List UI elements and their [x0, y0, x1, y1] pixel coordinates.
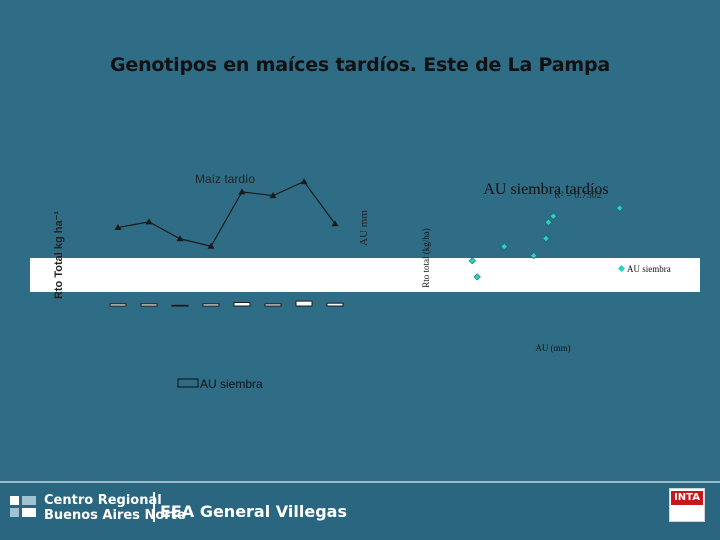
inta-logo: INTA — [669, 488, 705, 522]
chart2-ylabel: Rto total (kg/ha) — [421, 228, 431, 288]
chart1-line-point-2 — [176, 235, 184, 242]
chart2-title: AU siembra tardíos — [483, 181, 608, 198]
chart1-legend-label: AU siembra — [200, 377, 263, 391]
chart1-bar-5 — [264, 303, 282, 307]
chart1-line-point-3 — [207, 242, 215, 249]
footer-divider-line — [0, 481, 720, 483]
chart1-line-series — [114, 178, 339, 249]
chart2-point-3 — [530, 252, 538, 260]
chart1-y2label: AU mm — [358, 210, 370, 246]
chart1-legend: AU siembra — [177, 377, 263, 391]
chart1-bar-4 — [233, 302, 251, 307]
chart1-bar-6 — [295, 300, 313, 307]
chart2-point-6 — [549, 212, 557, 220]
chart1-bar-3 — [202, 303, 220, 307]
chart2-point-0 — [468, 257, 476, 265]
chart2-point-2 — [500, 242, 508, 251]
chart2-legend: AU siembra — [617, 264, 671, 274]
chart2-legend-label: AU siembra — [627, 264, 671, 274]
chart1-line-point-6 — [300, 178, 308, 185]
inta-logo-text: INTA — [671, 491, 703, 505]
chart1-ylabel: Rto Total kg ha⁻¹ — [53, 211, 65, 299]
chart2-annotation: R² = 0.7502 — [554, 190, 602, 201]
white-band — [30, 258, 700, 292]
chart2-xlabel: AU (mm) — [535, 343, 570, 353]
chart2-point-4 — [542, 234, 550, 243]
slide-title: Genotipos en maíces tardíos. Este de La … — [109, 54, 611, 76]
chart1-bar-0 — [109, 303, 127, 307]
chart1-line-path — [117, 180, 336, 247]
footer-separator — [153, 492, 155, 522]
footer — [0, 483, 720, 540]
chart1-line-point-4 — [238, 188, 246, 195]
footer-org-line1: Centro Regional — [44, 493, 162, 508]
footer-org: Centro Regional Buenos Aires Norte — [44, 493, 186, 523]
chart1-title: Maíz tardío — [195, 172, 255, 186]
chart1-line-point-5 — [269, 192, 277, 199]
chart1-legend-swatch — [177, 378, 199, 388]
chart1-bar-1 — [140, 303, 158, 307]
org-logo-icon — [10, 496, 36, 517]
chart2-scatter-series — [468, 204, 624, 281]
chart1-bar-series — [109, 300, 344, 307]
footer-unit-name: EEA General Villegas — [160, 502, 347, 521]
chart2-legend-marker — [617, 264, 626, 273]
chart1-line-point-1 — [145, 218, 153, 225]
chart2-point-1 — [473, 273, 481, 281]
chart1-bar-7 — [326, 302, 344, 307]
chart1-line-point-7 — [331, 220, 339, 227]
footer-org-line2: Buenos Aires Norte — [44, 508, 186, 523]
chart1-line-point-0 — [114, 224, 122, 230]
chart2-point-5 — [544, 218, 553, 226]
chart2-point-7 — [616, 204, 624, 212]
chart1-bar-2 — [171, 304, 189, 307]
